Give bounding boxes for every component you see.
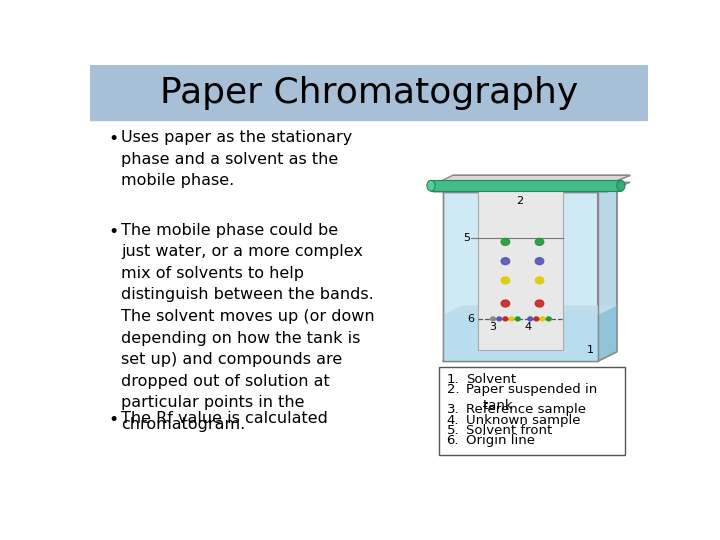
Polygon shape bbox=[598, 182, 617, 361]
Text: •: • bbox=[109, 222, 119, 241]
Text: 6: 6 bbox=[467, 314, 474, 324]
Text: The mobile phase could be
just water, or a more complex
mix of solvents to help
: The mobile phase could be just water, or… bbox=[121, 222, 374, 432]
Ellipse shape bbox=[535, 258, 544, 265]
Polygon shape bbox=[443, 352, 617, 361]
Text: 1.: 1. bbox=[446, 373, 459, 386]
Polygon shape bbox=[598, 306, 617, 361]
Text: Origin line: Origin line bbox=[466, 434, 535, 448]
Text: 4.: 4. bbox=[446, 414, 459, 427]
Text: Solvent: Solvent bbox=[466, 373, 516, 386]
Text: 2: 2 bbox=[516, 195, 523, 206]
Text: Reference sample: Reference sample bbox=[466, 403, 586, 416]
Ellipse shape bbox=[540, 317, 545, 321]
Text: Uses paper as the stationary
phase and a solvent as the
mobile phase.: Uses paper as the stationary phase and a… bbox=[121, 130, 352, 188]
Ellipse shape bbox=[501, 277, 510, 284]
Text: 3.: 3. bbox=[446, 403, 459, 416]
Text: Paper Chromatography: Paper Chromatography bbox=[160, 76, 578, 110]
Bar bbox=[477, 184, 563, 350]
Text: 6.: 6. bbox=[446, 434, 459, 448]
Ellipse shape bbox=[528, 317, 533, 321]
Bar bbox=[438, 367, 625, 455]
Ellipse shape bbox=[501, 300, 510, 307]
Text: 5: 5 bbox=[463, 233, 469, 243]
Ellipse shape bbox=[535, 239, 544, 245]
Polygon shape bbox=[433, 176, 630, 185]
Ellipse shape bbox=[509, 317, 514, 321]
Ellipse shape bbox=[546, 317, 551, 321]
Text: 1: 1 bbox=[586, 345, 593, 355]
Ellipse shape bbox=[501, 239, 510, 245]
Ellipse shape bbox=[490, 317, 495, 321]
Ellipse shape bbox=[497, 317, 502, 321]
Text: 2.: 2. bbox=[446, 383, 459, 396]
Polygon shape bbox=[443, 192, 598, 361]
Text: 5.: 5. bbox=[446, 424, 459, 437]
Polygon shape bbox=[443, 315, 598, 361]
Text: 3: 3 bbox=[490, 322, 497, 332]
Ellipse shape bbox=[617, 180, 625, 191]
Text: 4: 4 bbox=[524, 322, 531, 332]
Bar bbox=[431, 180, 621, 191]
Ellipse shape bbox=[534, 317, 539, 321]
Ellipse shape bbox=[503, 317, 508, 321]
Bar bbox=[90, 65, 648, 120]
Text: Paper suspended in
    tank: Paper suspended in tank bbox=[466, 383, 597, 412]
Text: •: • bbox=[109, 130, 119, 148]
Ellipse shape bbox=[501, 258, 510, 265]
Ellipse shape bbox=[427, 180, 435, 191]
Ellipse shape bbox=[535, 300, 544, 307]
Polygon shape bbox=[443, 306, 617, 315]
Text: Solvent front: Solvent front bbox=[466, 424, 552, 437]
Ellipse shape bbox=[535, 277, 544, 284]
Text: •: • bbox=[109, 411, 119, 429]
Text: The Rf value is calculated: The Rf value is calculated bbox=[121, 411, 328, 426]
Polygon shape bbox=[433, 176, 630, 192]
Text: Unknown sample: Unknown sample bbox=[466, 414, 580, 427]
Ellipse shape bbox=[516, 317, 520, 321]
